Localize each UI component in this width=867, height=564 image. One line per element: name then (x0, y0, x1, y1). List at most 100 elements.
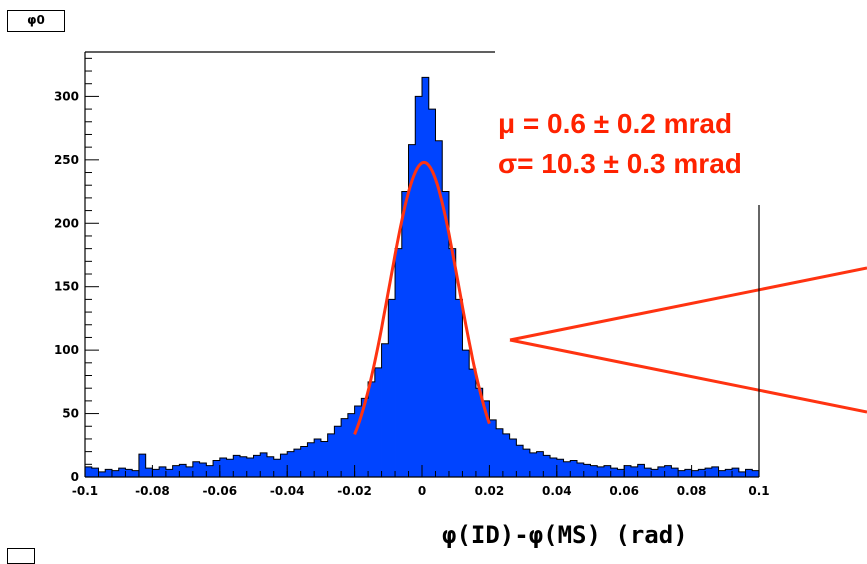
gaussian-fit-curve (353, 160, 491, 435)
histogram-bar (509, 438, 517, 477)
x-tick-label: 0.1 (748, 484, 769, 498)
histogram-bar (388, 299, 396, 477)
histogram-bar (172, 465, 180, 477)
histogram-bar (374, 367, 382, 477)
x-axis-caption: φ(ID)-φ(MS) (rad) (442, 521, 688, 549)
histogram-bar (192, 461, 200, 477)
histogram-bar (233, 455, 241, 477)
histogram-bar (354, 405, 362, 477)
histogram-bar (550, 457, 558, 477)
histogram-bar (678, 470, 686, 477)
histogram-title: φ0 (27, 13, 45, 27)
zoom-line-lower (509, 338, 867, 414)
histogram-bar (260, 452, 268, 477)
zoom-line-upper (509, 266, 867, 342)
histogram-bar (732, 468, 740, 477)
chart-axes (84, 51, 760, 478)
histogram-bar (408, 144, 416, 477)
histogram-bar (691, 470, 699, 477)
histogram-bar (482, 400, 490, 477)
x-tick-label: -0.04 (270, 484, 305, 498)
histogram-bar (644, 468, 652, 477)
x-tick-label: -0.08 (135, 484, 170, 498)
histogram-bar (125, 469, 133, 477)
histogram-bar (341, 418, 349, 477)
histogram-outline (84, 76, 760, 477)
axis-ticks: -0.1 -0.08 -0.06 -0.04 -0.02 0 0.02 0.04 0.06 0.0… (54, 57, 770, 498)
histogram-bar (293, 449, 302, 477)
histogram-bar (280, 454, 288, 477)
histogram-bar (448, 248, 457, 477)
y-tick-label: 250 (54, 153, 79, 167)
histogram-bar (725, 469, 733, 477)
histogram-bar (199, 463, 207, 477)
y-tick-label: 300 (54, 89, 79, 103)
histogram-bar (469, 369, 477, 477)
histogram-bar (273, 459, 281, 477)
histogram-bar (152, 469, 160, 477)
histogram-bar (91, 468, 99, 477)
histogram-bar (583, 464, 591, 477)
histogram-bar (165, 469, 174, 477)
histogram-bar (657, 466, 666, 477)
histogram-bar (577, 463, 585, 477)
histogram-bar (617, 469, 625, 477)
histogram-bar (253, 455, 261, 477)
histogram-bar (684, 469, 692, 477)
x-tick-label: 0.08 (677, 484, 707, 498)
x-tick-label: 0.02 (475, 484, 505, 498)
zoom-indicator-lines (509, 266, 867, 414)
histogram-bar (516, 445, 524, 477)
histogram-bars (84, 76, 760, 478)
histogram-bar (118, 468, 126, 477)
histogram-bar (671, 468, 679, 477)
histogram-bar (563, 461, 571, 477)
histogram-bar (489, 419, 497, 477)
histogram-bar (179, 464, 187, 477)
histogram-bar (745, 469, 753, 477)
histogram-bar (711, 466, 719, 477)
histogram-bar (502, 433, 511, 477)
histogram-bar (752, 470, 760, 477)
histogram-bar (664, 465, 672, 477)
histogram-bar (496, 428, 504, 477)
x-tick-label: 0.04 (542, 484, 572, 498)
histogram-bar (85, 466, 93, 477)
histogram-bar (422, 77, 430, 477)
histogram-bar (307, 442, 315, 477)
histogram-bar (523, 449, 531, 477)
histogram-bar (300, 446, 308, 477)
histogram-bar (597, 466, 605, 477)
histogram-bar (145, 468, 153, 477)
histogram-bar (462, 350, 470, 477)
histogram-bar (138, 454, 147, 477)
x-tick-label: -0.06 (203, 484, 238, 498)
histogram-bar (556, 459, 564, 477)
histogram-bar (327, 433, 335, 477)
histogram-bar (543, 455, 551, 477)
histogram-bar (105, 469, 113, 477)
histogram-bar (651, 469, 659, 477)
x-tick-label: 0 (418, 484, 426, 498)
histogram-bar (395, 248, 403, 477)
histogram-bar (624, 465, 632, 477)
fit-mean-label: μ = 0.6 ± 0.2 mrad (498, 108, 733, 139)
histogram-bar (240, 456, 248, 477)
y-tick-label: 0 (71, 470, 79, 484)
histogram-bar (219, 457, 227, 477)
x-tick-label: -0.02 (337, 484, 372, 498)
histogram-bar (361, 398, 369, 477)
histogram-bar (320, 441, 329, 477)
histogram-bar (435, 140, 443, 477)
x-tick-label: 0.06 (609, 484, 639, 498)
histogram-bar (630, 466, 639, 477)
histogram-bar (738, 471, 746, 477)
histogram-bar (637, 464, 645, 477)
histogram-bar (368, 381, 376, 477)
histogram-bar (186, 466, 194, 477)
histogram-bar (536, 451, 544, 477)
histogram-bar (442, 191, 450, 477)
histogram-title-box: φ0 (7, 10, 65, 32)
histogram-bar (287, 451, 295, 477)
histogram-bar (428, 109, 436, 478)
